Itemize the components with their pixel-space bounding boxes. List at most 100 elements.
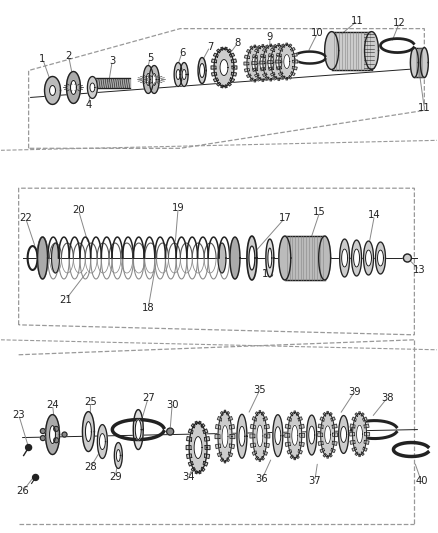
Polygon shape [309,426,314,444]
Polygon shape [276,55,282,69]
Polygon shape [364,440,369,445]
Polygon shape [276,53,282,56]
Polygon shape [296,455,299,458]
Polygon shape [281,76,284,79]
Polygon shape [143,66,153,93]
Polygon shape [252,68,258,71]
Text: 34: 34 [182,472,194,482]
Text: 17: 17 [279,213,291,223]
Polygon shape [260,61,265,64]
Polygon shape [230,434,235,439]
Polygon shape [279,236,291,280]
Polygon shape [90,83,95,92]
Polygon shape [318,424,323,429]
Polygon shape [149,66,159,93]
Polygon shape [220,60,228,76]
Polygon shape [199,421,201,424]
Polygon shape [291,72,295,76]
Polygon shape [71,80,77,94]
Polygon shape [278,78,280,80]
Polygon shape [261,412,265,416]
Polygon shape [260,55,265,59]
Polygon shape [201,467,205,471]
Polygon shape [300,433,305,437]
Polygon shape [289,76,292,79]
Polygon shape [320,448,325,453]
Polygon shape [284,54,290,69]
Polygon shape [215,444,221,449]
Polygon shape [247,236,257,280]
Polygon shape [261,456,265,460]
Polygon shape [270,78,272,81]
Polygon shape [232,66,237,69]
Polygon shape [289,44,292,47]
Polygon shape [307,415,317,455]
Polygon shape [420,47,428,77]
Polygon shape [286,43,288,46]
Polygon shape [265,434,270,438]
Polygon shape [85,422,92,441]
Polygon shape [352,240,361,276]
Polygon shape [264,424,269,429]
Polygon shape [215,424,221,429]
Polygon shape [226,411,230,415]
Polygon shape [414,47,424,77]
Polygon shape [254,79,256,82]
Text: 4: 4 [85,100,92,110]
Polygon shape [228,452,233,457]
Polygon shape [273,77,276,80]
Polygon shape [253,412,267,460]
Polygon shape [332,31,371,69]
Polygon shape [271,45,287,79]
Text: 40: 40 [415,477,427,487]
Text: 12: 12 [393,18,406,28]
Polygon shape [278,44,280,46]
Polygon shape [230,78,234,82]
Polygon shape [265,45,268,49]
Polygon shape [293,60,298,63]
Polygon shape [49,425,56,443]
Polygon shape [252,417,257,421]
Polygon shape [350,432,355,436]
Polygon shape [268,55,274,69]
Polygon shape [199,471,201,474]
Text: 9: 9 [267,31,273,42]
Text: 36: 36 [255,474,268,484]
Polygon shape [352,447,357,451]
Text: 39: 39 [348,386,361,397]
Polygon shape [205,454,210,458]
Polygon shape [364,432,370,436]
Polygon shape [218,243,226,273]
Polygon shape [250,78,253,81]
Polygon shape [284,54,289,57]
Polygon shape [359,412,360,414]
Polygon shape [225,85,227,88]
Polygon shape [225,47,227,50]
Text: 18: 18 [142,303,155,313]
Polygon shape [217,416,222,421]
Text: 25: 25 [84,397,97,407]
Polygon shape [268,54,273,57]
Polygon shape [191,424,195,428]
Polygon shape [366,250,371,266]
Polygon shape [237,414,247,458]
Circle shape [32,474,39,480]
Polygon shape [267,74,271,77]
Polygon shape [285,424,290,429]
Polygon shape [257,46,260,50]
Polygon shape [99,433,106,449]
Polygon shape [259,74,263,78]
Polygon shape [325,31,339,69]
Polygon shape [205,437,210,441]
Polygon shape [133,410,143,449]
Polygon shape [359,454,360,457]
Polygon shape [188,429,193,434]
Polygon shape [361,413,364,416]
Polygon shape [46,415,60,455]
Circle shape [54,426,59,431]
Polygon shape [88,77,97,99]
Polygon shape [231,59,237,63]
Polygon shape [262,49,267,52]
Polygon shape [292,53,297,56]
Text: 24: 24 [46,400,59,410]
